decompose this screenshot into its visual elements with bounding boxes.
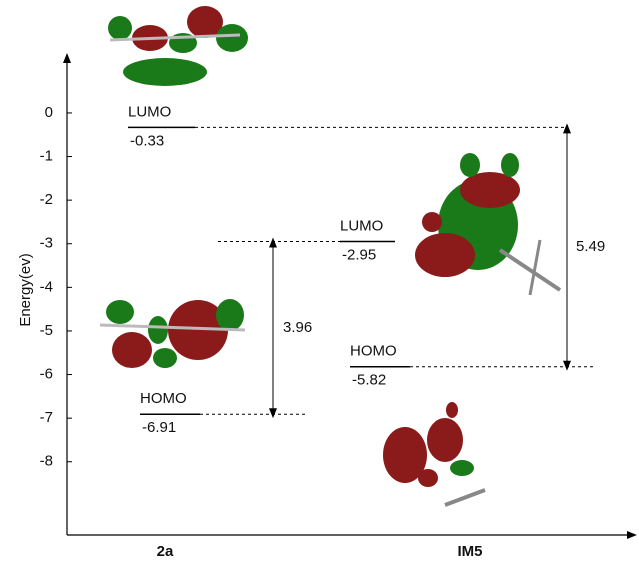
y-tick-label: -7: [40, 409, 53, 426]
y-tick-label: 0: [45, 104, 53, 121]
orbital-2a-homo: [100, 299, 245, 368]
y-tick-label: -8: [40, 453, 53, 470]
level-name: HOMO: [350, 343, 397, 360]
level-value: -2.95: [342, 247, 376, 264]
level-name: HOMO: [140, 390, 187, 407]
category-label: IM5: [457, 543, 482, 560]
gap-label: 5.49: [576, 238, 605, 255]
level-name: LUMO: [340, 218, 383, 235]
orbital-2a-lumo: [108, 6, 248, 86]
y-tick-label: -6: [40, 366, 53, 383]
category-label: 2a: [157, 543, 174, 560]
chart: Energy(ev) 0 -1 -2 -3 -4 -5 -6 -7 -8 2a IM5 LUMO -0.…: [0, 0, 639, 567]
y-tick-label: -1: [40, 148, 53, 165]
level-value: -6.91: [142, 419, 176, 436]
level-value: -0.33: [130, 132, 164, 149]
level-name: LUMO: [128, 103, 171, 120]
y-tick-label: -2: [40, 191, 53, 208]
orbital-im5-lumo: [415, 153, 560, 295]
y-tick-label: -3: [40, 235, 53, 252]
y-tick-label: -4: [40, 278, 53, 295]
y-tick-label: -5: [40, 322, 53, 339]
gap-label: 3.96: [283, 319, 312, 336]
level-value: -5.82: [352, 372, 386, 389]
orbital-im5-homo: [383, 402, 485, 505]
y-axis-label: Energy(ev): [17, 253, 34, 326]
